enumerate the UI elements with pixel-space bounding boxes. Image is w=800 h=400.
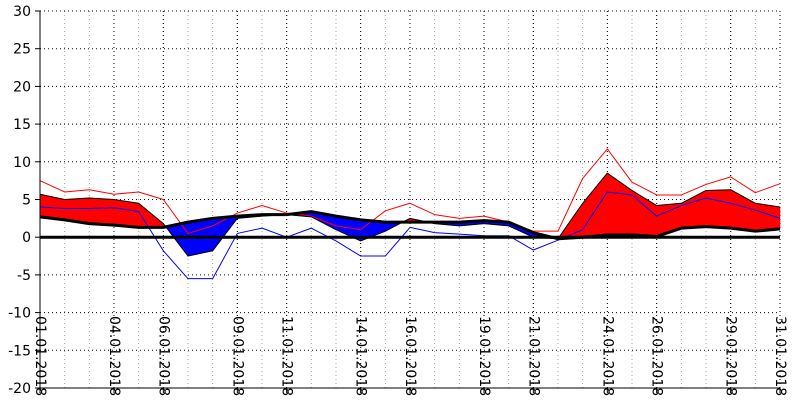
x-tick-label: 21.01.2018 (525, 316, 541, 396)
warm-anomaly-area (705, 189, 731, 229)
y-tick-label: 10 (13, 155, 31, 171)
warm-anomaly-area (681, 190, 707, 229)
y-tick-label: 5 (22, 193, 31, 209)
x-tick-label: 06.01.2018 (155, 316, 171, 396)
warm-anomaly-area (582, 172, 608, 238)
x-tick-label: 31.01.2018 (772, 316, 788, 396)
y-tick-label: 0 (22, 230, 31, 246)
y-tick-label: 30 (13, 4, 31, 20)
actual-line (39, 172, 781, 257)
y-tick-label: -15 (8, 343, 31, 359)
y-tick-label: 15 (13, 117, 31, 133)
upper-thin-line (39, 148, 781, 234)
x-tick-label: 26.01.2018 (649, 316, 665, 396)
warm-anomaly-area (89, 197, 115, 226)
warm-anomaly-area (113, 199, 139, 228)
y-tick-label: -10 (8, 306, 31, 322)
x-tick-label: 01.01.2018 (32, 316, 48, 396)
series-lines (39, 148, 781, 280)
x-tick-label: 19.01.2018 (476, 316, 492, 396)
x-tick-label: 29.01.2018 (723, 316, 739, 396)
x-tick-label: 09.01.2018 (229, 316, 245, 396)
y-tick-label: 20 (13, 79, 31, 95)
x-tick-label: 24.01.2018 (599, 316, 615, 396)
x-tick-label: 04.01.2018 (106, 316, 122, 396)
x-tick-label: 11.01.2018 (279, 316, 295, 396)
x-tick-label: 14.01.2018 (353, 316, 369, 396)
lower-thin-line (39, 191, 781, 280)
y-tick-labels: 30 25 20 15 10 5 0 -5 -10 -15 -20 (8, 4, 31, 397)
x-tick-labels: 01.01.2018 04.01.2018 06.01.2018 09.01.2018… (32, 316, 788, 396)
x-tick-label: 16.01.2018 (402, 316, 418, 396)
y-tick-label: 25 (13, 42, 31, 58)
y-tick-label: -5 (17, 268, 31, 284)
y-tick-label: -20 (8, 381, 31, 397)
axes (35, 10, 781, 393)
